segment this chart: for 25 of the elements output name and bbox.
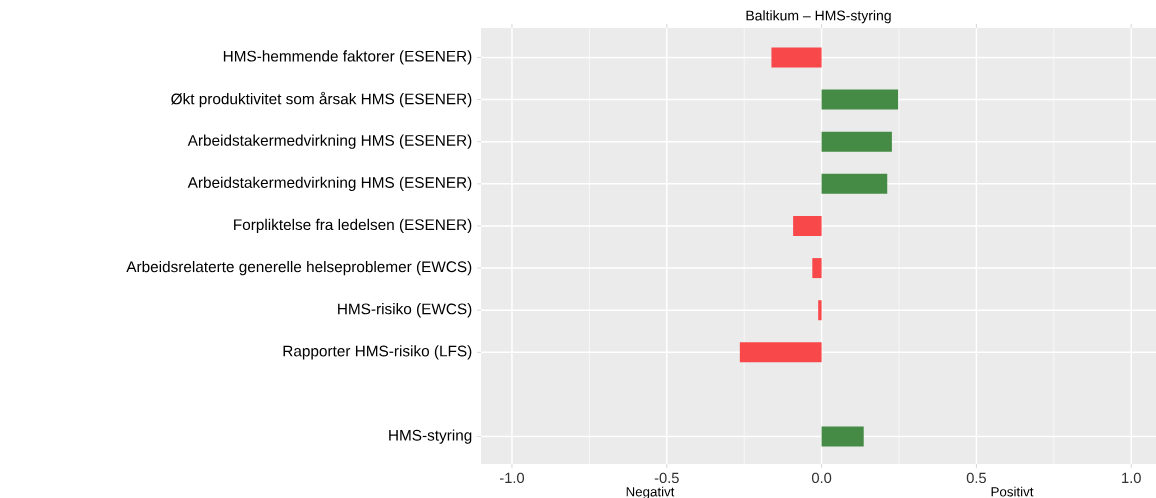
y-tick-label: HMS-risiko (EWCS) (338, 303, 472, 318)
bar (821, 173, 888, 194)
y-tick-label: HMS-hemmende faktorer (ESENER) (223, 50, 472, 65)
y-tick-label: Arbeidstakermedvirkning HMS (ESENER) (187, 134, 472, 149)
y-tick-label: Arbeidstakermedvirkning HMS (ESENER) (187, 176, 472, 191)
y-tick-label: Arbeidsrelaterte generelle helseproblemer (EWCS) (126, 260, 472, 276)
y-tick-label: HMS-styring (389, 429, 472, 444)
y-tick-label: Økt produktivitet som årsak HMS (ESENER) (171, 91, 472, 108)
x-tick-label: -1.0 (499, 472, 525, 484)
bar (821, 426, 864, 447)
bar (793, 215, 822, 236)
x-tick-label: 0.0 (811, 472, 832, 484)
x-tick-label: 0.5 (966, 472, 986, 484)
y-tick-label: Forpliktelse fra ledelsen (ESENER) (234, 218, 472, 234)
text: Positivt (991, 486, 1034, 497)
bar (821, 89, 899, 110)
y-tick-label: Rapporter HMS-risiko (LFS) (283, 345, 472, 360)
bar (771, 47, 822, 68)
bar (821, 131, 892, 152)
x-tick-label: 1.0 (1122, 472, 1141, 484)
x-tick-label: -0.5 (654, 472, 679, 484)
bar (739, 342, 822, 363)
bar (812, 258, 822, 279)
chart-title: Baltikum – HMS-styring (746, 10, 891, 24)
bar (818, 300, 822, 321)
